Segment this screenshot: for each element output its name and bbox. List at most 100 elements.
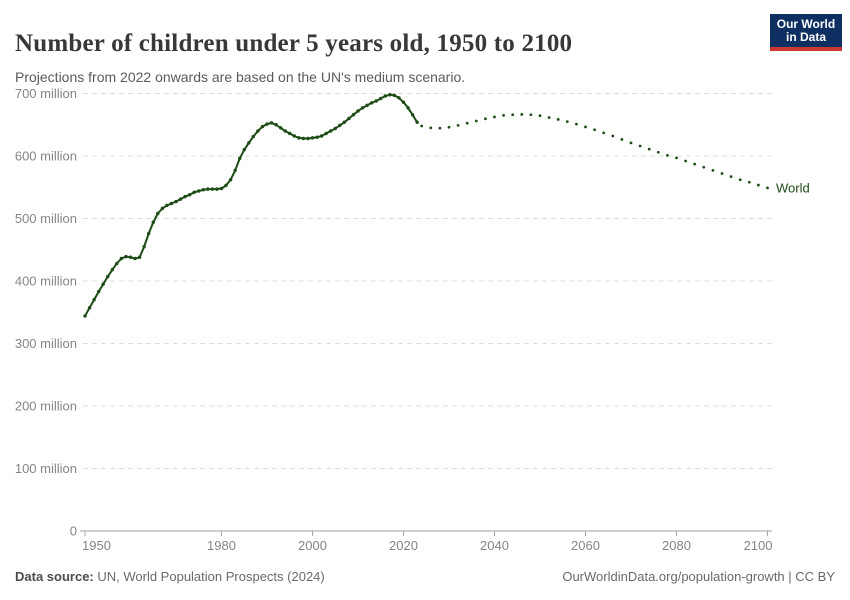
data-source: Data source: UN, World Population Prospe… [15,569,325,584]
owid-logo[interactable]: Our World in Data [770,14,842,51]
world-marker-dot [224,183,228,188]
world-marker-dot [151,220,155,224]
world-marker-dot [388,93,392,97]
world-marker-dot [392,93,397,98]
world-projection-dot [766,186,769,190]
world-projection-dot [493,115,496,119]
world-projection-dot [602,131,606,135]
world-marker-dot [301,136,306,141]
y-tick-label: 700 million [15,86,77,101]
world-projection-dot [474,119,478,123]
world-marker-dot [333,126,337,131]
world-marker-dot [124,254,128,259]
world-marker-dot [92,298,96,302]
x-tick-label: 2000 [298,538,327,553]
world-marker-dot [356,109,360,113]
world-marker-dot [319,134,324,138]
world-projection-dot [575,122,578,126]
world-marker-dot [292,134,296,138]
world-marker-dot [283,129,287,133]
world-projection-dot [429,126,433,130]
world-marker-dot [238,156,242,161]
world-marker-dot [128,255,133,259]
world-marker-dot [397,96,401,100]
x-tick-label: 1980 [207,538,236,553]
world-marker-dot [369,101,374,105]
world-projection-dot [747,180,751,184]
world-marker-dot [347,116,351,121]
world-marker-dot [306,136,310,141]
world-projection-dot [720,172,724,175]
world-marker-dot [137,255,142,259]
world-marker-dot [101,282,105,286]
world-projection-dot [611,134,615,138]
world-marker-dot [206,187,210,191]
owid-logo-line1: Our World [776,17,836,31]
world-marker-dot [242,148,246,152]
world-marker-dot [110,268,115,272]
world-projection-dot [593,128,596,132]
world-marker-dot [160,206,165,211]
world-marker-dot [338,123,342,128]
chart-footer: Data source: UN, World Population Prospe… [15,569,835,584]
world-projection-dot [565,120,569,124]
world-projection-dot [693,162,697,166]
world-projection-dot [502,113,505,117]
world-marker-dot [401,100,406,104]
y-tick-label: 500 million [15,211,77,226]
world-marker-dot [406,106,410,110]
x-tick-label: 2100 [744,538,773,553]
world-projection-dot [702,165,706,169]
world-projection-dot [656,150,660,154]
world-projection-dot [465,121,469,125]
world-projection-dot [538,114,542,118]
chart-subtitle: Projections from 2022 onwards are based … [15,69,466,85]
world-marker-dot [192,190,196,194]
world-marker-dot [269,121,274,125]
owid-logo-line2: in Data [785,30,826,44]
x-tick-label: 1950 [82,538,111,553]
world-marker-dot [106,274,110,279]
world-marker-dot [265,122,269,126]
world-marker-dot [174,199,178,204]
world-marker-dot [165,203,169,208]
world-projection-dot [729,175,733,179]
world-marker-dot [233,168,237,173]
y-tick-label: 100 million [15,461,77,476]
world-projection-dot [638,144,642,148]
world-projection-dot [629,141,633,145]
world-marker-dot [187,193,192,197]
y-tick-label: 600 million [15,149,77,164]
line-chart: 0 100 million 200 million 300 million 400 mi… [15,86,810,553]
world-marker-dot [297,136,301,140]
world-marker-dot [383,94,387,98]
world-projection-dot [684,159,687,163]
world-projection-dot [511,113,515,117]
world-marker-dot [210,187,215,191]
world-marker-dot [156,211,160,216]
world-marker-dot [360,106,365,110]
world-marker-dot [115,261,119,266]
chart-title: Number of children under 5 years old, 19… [15,29,573,57]
world-marker-dot [415,120,419,124]
world-projection-dot [620,138,624,141]
world-line-historical [84,93,419,317]
world-marker-dot [342,120,347,124]
world-marker-dot [169,201,174,206]
world-marker-dot [119,256,124,261]
data-source-text: UN, World Population Prospects (2024) [93,569,325,584]
world-marker-dot [83,314,87,318]
world-marker-dot [251,134,256,139]
world-projection-dot [438,126,442,130]
world-projection-dot [584,125,587,129]
y-tick-label: 400 million [15,274,77,289]
world-marker-dot [365,103,369,108]
world-marker-dot [147,231,151,236]
world-marker-dot [260,124,265,129]
world-marker-dot [201,188,205,192]
world-projection-dot [456,123,460,127]
world-projection-dot [647,147,651,151]
world-projection-dot [484,117,487,121]
world-marker-dot [178,197,183,201]
